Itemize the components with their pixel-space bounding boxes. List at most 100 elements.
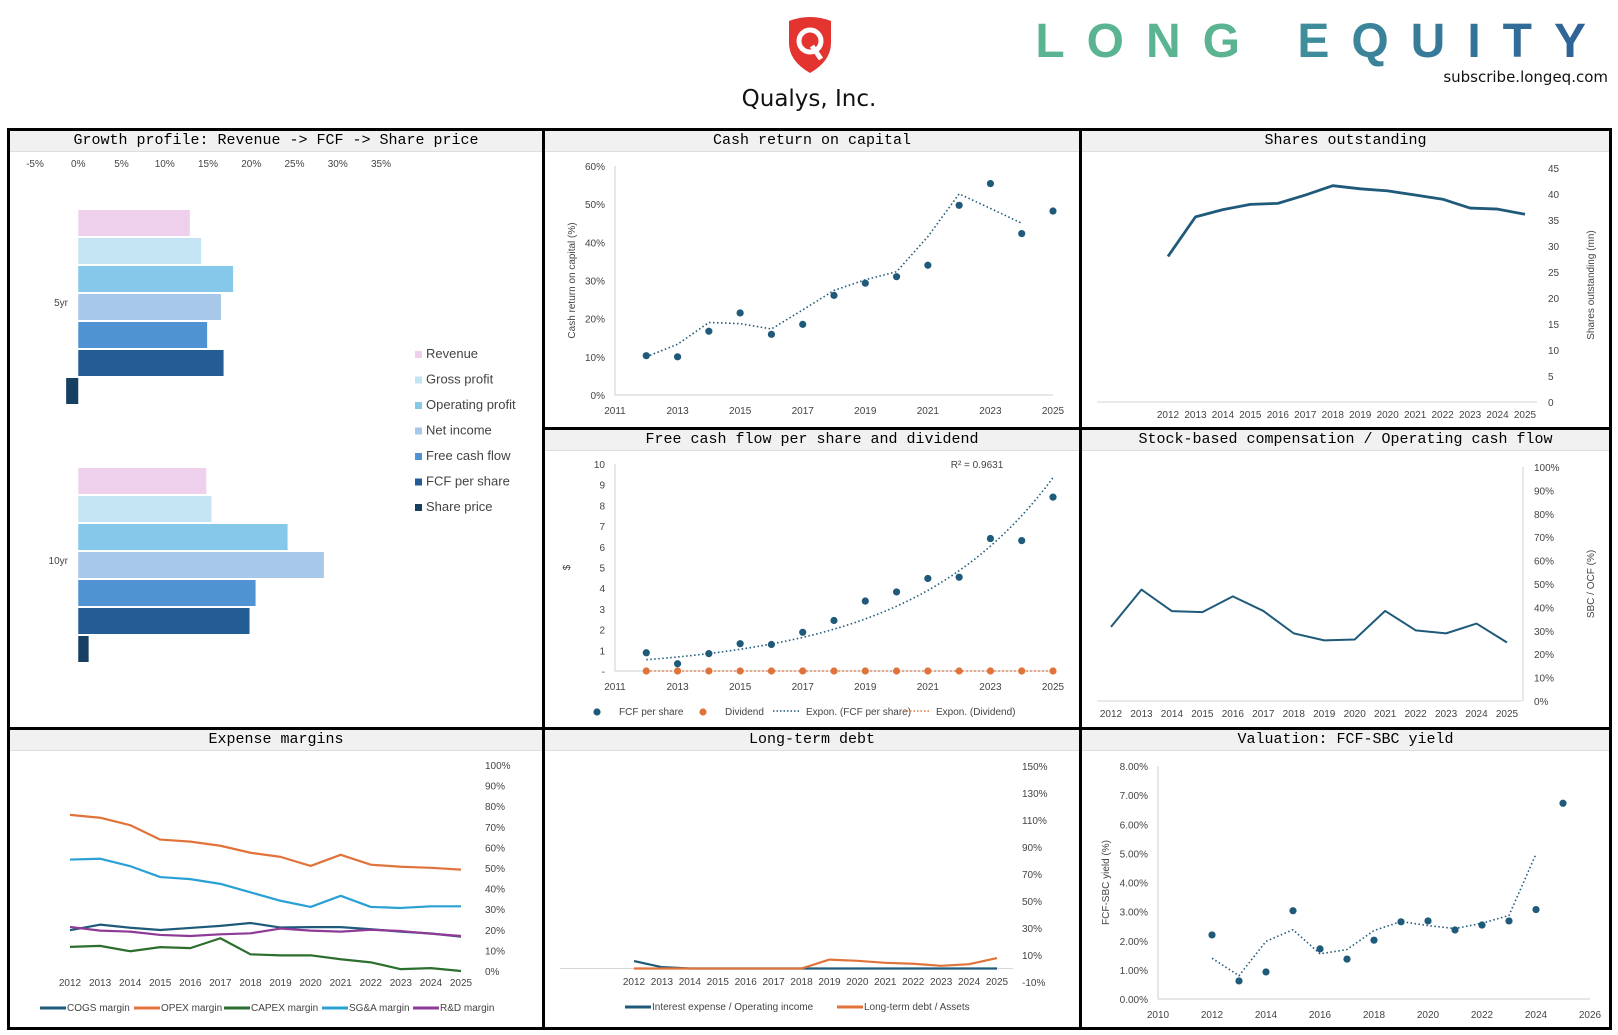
- data-point-fcf-sbc-yield: [1316, 945, 1324, 953]
- y-tick-label: 5.00%: [1120, 849, 1148, 860]
- data-point-fcf-sbc-yield: [1532, 905, 1540, 914]
- x-tick-label: 2019: [269, 978, 292, 989]
- x-tick-label: 2021: [330, 978, 353, 989]
- y-tick-label: 90%: [485, 782, 505, 793]
- x-tick-label: -5%: [26, 159, 44, 170]
- legend-label: Interest expense / Operating income: [652, 1002, 814, 1013]
- y-tick-label: 5: [1548, 372, 1554, 383]
- divider: [545, 427, 1609, 430]
- y-tick-label: 8: [599, 501, 605, 512]
- x-tick-label: 2017: [762, 977, 785, 988]
- y-tick-label: 30%: [485, 905, 505, 916]
- x-tick-label: 2012: [59, 978, 82, 989]
- x-tick-label: 2013: [1184, 410, 1207, 421]
- y-tick-label: 8.00%: [1120, 762, 1148, 773]
- x-tick-label: 2013: [666, 682, 689, 693]
- y-tick-label: 3: [599, 605, 605, 616]
- y-tick-label: 0: [1548, 398, 1554, 409]
- y-tick-label: 10%: [1022, 951, 1042, 962]
- y-tick-label: 110%: [1022, 816, 1047, 827]
- y-axis-label: Cash return on capital (%): [567, 222, 578, 338]
- series-line-capex-margin: [69, 937, 462, 973]
- x-tick-label: 2024: [420, 978, 443, 989]
- cash-return-chart: 0% 10% 20% 30% 40% 50% 60% 2011 2013 2015 2017 2019…: [567, 162, 1065, 417]
- data-point-cash-return-on-capital: [799, 320, 807, 328]
- data-point-cash-return-on-capital: [673, 353, 682, 361]
- x-tick-label: 2019: [854, 682, 877, 693]
- series-line-r-d-margin: [69, 925, 462, 938]
- x-tick-label: 2020: [1417, 1010, 1440, 1021]
- x-tick-label: 2021: [874, 977, 897, 988]
- x-tick-label: 2022: [1471, 1010, 1494, 1021]
- y-axis-label: SBC / OCF (%): [1586, 550, 1597, 618]
- y-tick-label: -10%: [1022, 978, 1045, 989]
- x-tick-label: 2021: [1404, 410, 1427, 421]
- trendline: [645, 193, 1023, 358]
- legend-label: COGS margin: [67, 1003, 130, 1014]
- x-tick-label: 20%: [241, 159, 261, 170]
- y-tick-label: 50%: [585, 200, 605, 211]
- x-tick-label: 35%: [371, 159, 391, 170]
- x-tick-label: 2014: [119, 978, 142, 989]
- x-tick-label: 2015: [149, 978, 172, 989]
- data-point-fcf-sbc-yield: [1397, 918, 1405, 926]
- series-line-opex-margin: [69, 813, 462, 871]
- data-point-dividend: [924, 667, 932, 675]
- legend-swatch: [415, 453, 422, 460]
- y-tick-label: 0%: [591, 391, 606, 402]
- data-point-cash-return-on-capital: [642, 352, 650, 360]
- divider: [10, 727, 1609, 730]
- y-tick-label: 7: [599, 522, 605, 533]
- y-tick-label: 10%: [585, 353, 605, 364]
- y-tick-label: 50%: [1022, 897, 1042, 908]
- y-tick-label: 15: [1548, 320, 1560, 331]
- brand-word-long: LONG: [1035, 15, 1262, 68]
- x-tick-label: 2025: [986, 977, 1009, 988]
- y-tick-label: 40%: [585, 238, 605, 249]
- x-tick-label: 2022: [1431, 410, 1454, 421]
- x-tick-label: 5%: [114, 159, 129, 170]
- x-tick-label: 2013: [666, 406, 689, 417]
- data-point-fcf-per-share: [705, 650, 713, 658]
- legend-label: Operating profit: [426, 397, 516, 412]
- panel-title: Free cash flow per share and dividend: [545, 430, 1079, 451]
- bar-revenue: [78, 210, 190, 236]
- x-tick-label: 2019: [854, 406, 877, 417]
- divider: [1079, 131, 1082, 1027]
- x-tick-label: 2010: [1147, 1010, 1170, 1021]
- x-tick-label: 2012: [623, 977, 646, 988]
- x-tick-label: 2022: [360, 978, 383, 989]
- data-point-fcf-sbc-yield: [1289, 907, 1297, 915]
- legend-label: CAPEX margin: [251, 1003, 318, 1014]
- legend-swatch: [593, 708, 601, 716]
- data-point-fcf-sbc-yield: [1343, 955, 1351, 963]
- long-equity-logo: LONG EQUITY: [1035, 12, 1608, 72]
- data-point-fcf-sbc-yield: [1208, 931, 1216, 939]
- data-point-fcf-sbc-yield: [1424, 917, 1432, 925]
- data-point-fcf-per-share: [924, 574, 932, 583]
- y-tick-label: -: [602, 667, 605, 678]
- y-tick-label: 4: [599, 584, 605, 595]
- data-point-dividend: [892, 667, 901, 675]
- legend-label: Dividend: [725, 707, 764, 718]
- y-tick-label: 80%: [485, 802, 505, 813]
- x-tick-label: 2018: [1283, 709, 1306, 720]
- y-tick-label: 100%: [1534, 463, 1560, 474]
- data-point-fcf-per-share: [986, 534, 995, 543]
- y-tick-label: 1: [599, 646, 605, 657]
- x-tick-label: 2011: [604, 682, 626, 693]
- y-axis-label: FCF-SBC yield (%): [1101, 840, 1112, 925]
- data-point-fcf-per-share: [767, 640, 776, 649]
- y-tick-label: 70%: [1534, 533, 1554, 544]
- panel-valuation: Valuation: FCF-SBC yield 0.00% 1.00% 2.00%…: [1082, 730, 1609, 1027]
- legend-label: SG&A margin: [349, 1003, 410, 1014]
- x-tick-label: 2019: [818, 977, 841, 988]
- x-tick-label: 2021: [917, 682, 940, 693]
- data-point-fcf-sbc-yield: [1505, 917, 1513, 925]
- data-point-fcf-sbc-yield: [1451, 926, 1459, 934]
- subscribe-link[interactable]: subscribe.longeq.com: [1443, 68, 1608, 86]
- trendline: [646, 477, 1054, 661]
- data-point-fcf-sbc-yield: [1370, 936, 1378, 944]
- data-point-dividend: [1018, 667, 1026, 675]
- x-tick-label: 2018: [1322, 410, 1345, 421]
